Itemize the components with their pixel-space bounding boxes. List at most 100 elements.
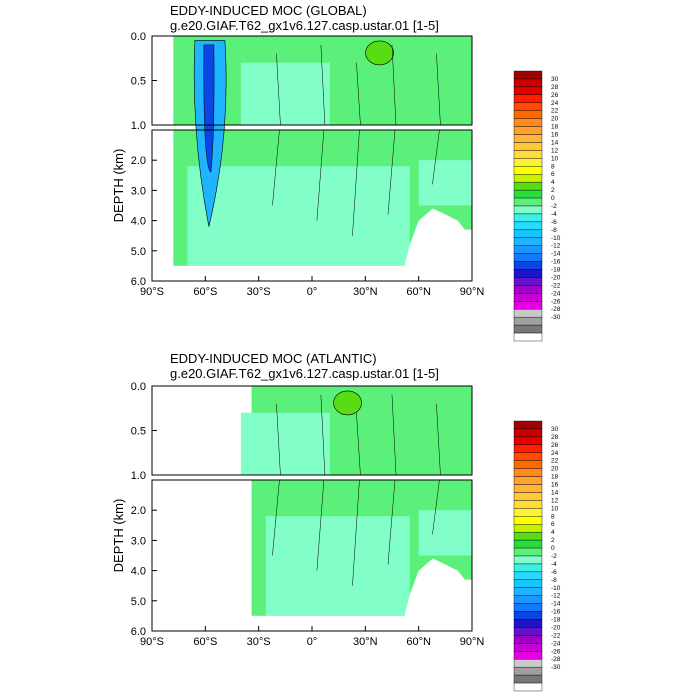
chart1-plot-group: 90°S 60°S 30°S 0° 30°N 60°N 90°N 0.0 0.5 1.0 2.0 3.… [111,31,561,342]
chart1-title: EDDY-INDUCED MOC (GLOBAL) [170,3,367,18]
chart2-colorbar-box-16 [513,547,543,557]
chart1-colorbar-label-13: 4 [551,179,555,186]
chart2-colorbar-label-9: 12 [551,497,559,504]
chart2-colorbar-box-13 [513,524,543,533]
chart2-y-tick-upper-label-0: 0.0 [131,381,146,393]
chart1-colorbar-label-2: 26 [551,92,559,99]
chart1-x-tick-label-3: 0° [307,286,318,298]
chart1-colorbar-label-14: 2 [551,187,555,194]
chart1-colorbar-label-16: -2 [551,203,557,210]
chart2-colorbar-box-7 [513,476,543,485]
chart1-colorbar-label-9: 12 [551,147,559,154]
chart1-colorbar-box-20 [513,229,543,238]
chart2-colorbar-box-30 [513,659,543,668]
chart2-colorbar-box-20 [513,579,543,588]
chart1-colorbar-label-17: -4 [551,211,557,218]
chart2-y-tick-upper-label-1: 0.5 [131,426,146,438]
chart2-colorbar-label-18: -6 [551,569,557,576]
chart1-colorbar-label-10: 10 [551,155,559,162]
chart1-colorbar-label-4: 22 [551,108,559,115]
chart1-colorbar-box-11 [513,158,543,167]
chart1-colorbar-box-31 [513,316,543,326]
chart1-x-tick-label-1: 60°S [193,286,217,298]
chart2-colorbar-label-6: 18 [551,474,559,481]
chart1-colorbar-box-13 [513,174,543,183]
chart1-lower-deep-region [187,166,410,266]
chart2-y-tick-lower-label-2: 4.0 [131,566,146,578]
chart1-colorbar-label-7: 16 [551,132,559,139]
chart1-colorbar-label-24: -18 [551,267,561,274]
chart1-colorbar-box-9 [513,142,543,151]
chart1-colorbar-box-23 [513,253,543,262]
chart2-colorbar-box-26 [513,627,543,636]
chart2-colorbar-label-8: 14 [551,489,559,496]
chart2-colorbar-box-3 [513,444,543,453]
chart1-colorbar-box-24 [513,261,543,270]
chart1-contour-2 [352,62,361,236]
chart2-colorbar-box-29 [513,651,543,660]
chart2-colorbar-label-15: 0 [551,545,555,552]
chart2-colorbar-label-26: -22 [551,632,561,639]
chart1-x-tick-label-5: 60°N [406,286,431,298]
chart2-y-axis-label: DEPTH (km) [111,499,126,573]
chart2-colorbar-label-29: -28 [551,656,561,663]
chart1-y-tick-lower-label-1: 3.0 [131,185,146,197]
chart2-contour-3 [387,394,397,565]
chart2-subtitle: g.e20.GIAF.T62_gx1v6.127.casp.ustar.01 [… [170,366,439,381]
chart2-colorbar-box-4 [513,452,543,461]
chart2-colorbar-label-10: 10 [551,505,559,512]
chart1-colorbar-label-5: 20 [551,116,559,123]
chart1-colorbar-box-2 [513,86,543,96]
chart1-colorbar-label-6: 18 [551,124,559,131]
chart2-colorbar-label-20: -10 [551,585,561,592]
chart1-colorbar-label-18: -6 [551,219,557,226]
chart1-y-axis-label: DEPTH (km) [111,149,126,223]
chart1-colorbar-box-25 [513,269,543,278]
chart2-y-tick-upper-label-2: 1.0 [131,470,146,482]
chart1-colorbar-label-11: 8 [551,163,555,170]
chart1-colorbar-label-27: -24 [551,290,561,297]
chart2-y-tick-lower-label-1: 3.0 [131,535,146,547]
chart2-contour-2 [352,412,361,586]
chart1-colorbar-box-5 [513,110,543,119]
chart2-x-tick-label-6: 90°N [460,636,485,648]
chart2-colorbar-label-24: -18 [551,617,561,624]
chart2-x-tick-label-4: 30°N [353,636,378,648]
chart2-colorbar-box-14 [513,531,543,541]
chart2-colorbar-box-8 [513,484,543,493]
chart2-x-tick-label-0: 90°S [140,636,164,648]
chart2-lower-deep-region [265,516,410,616]
chart2-colorbar-box-27 [513,635,543,644]
chart1-lower-north-region [418,160,472,206]
chart2-colorbar-label-13: 4 [551,529,555,536]
chart1-contour-1 [316,44,326,221]
chart1-colorbar-label-20: -10 [551,235,561,242]
chart1-feature-0-core [203,44,215,173]
chart1-colorbar-label-19: -8 [551,227,557,234]
chart2-contour-4 [432,403,441,535]
chart1-colorbar-box-0 [513,70,543,80]
chart2-lower-north-region [418,510,472,556]
chart1-colorbar-label-22: -14 [551,251,561,258]
chart1-contour-0 [272,53,281,206]
chart2-bathymetry [251,558,472,631]
chart1-colorbar-label-0: 30 [551,76,559,83]
chart2-y-tick-lower-label-3: 5.0 [131,596,146,608]
chart1-colorbar-box-19 [513,221,543,231]
chart2-contour-0 [272,403,281,556]
chart1-colorbar-box-6 [513,118,543,127]
chart1-colorbar-label-15: 0 [551,195,555,202]
chart2-colorbar-box-28 [513,643,543,652]
chart2-colorbar-box-23 [513,603,543,612]
chart1-y-tick-lower-label-0: 2.0 [131,155,146,167]
chart1-colorbar-label-25: -20 [551,274,561,281]
chart2-colorbar-label-30: -30 [551,664,561,671]
chart2-colorbar-label-12: 6 [551,521,555,528]
chart1-colorbar-label-3: 24 [551,100,559,107]
chart2-x-tick-label-3: 0° [307,636,318,648]
chart1-colorbar-label-26: -22 [551,282,561,289]
chart1-colorbar-box-30 [513,309,543,318]
chart1-colorbar-label-1: 28 [551,84,559,91]
chart2-colorbar-label-22: -14 [551,601,561,608]
chart2-colorbar-box-32 [513,674,543,684]
